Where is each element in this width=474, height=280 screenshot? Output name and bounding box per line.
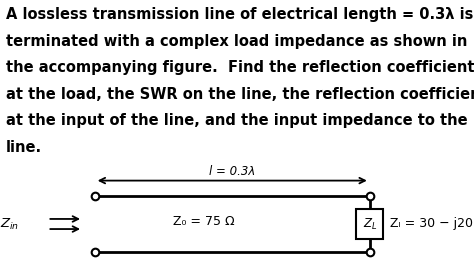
Text: at the input of the line, and the input impedance to the: at the input of the line, and the input …	[6, 113, 467, 129]
Bar	[356, 209, 383, 239]
Text: A lossless transmission line of electrical length = 0.3λ is: A lossless transmission line of electric…	[6, 7, 473, 22]
Text: terminated with a complex load impedance as shown in: terminated with a complex load impedance…	[6, 34, 467, 49]
Text: $Z_{in}$: $Z_{in}$	[0, 216, 19, 232]
Text: line.: line.	[6, 140, 42, 155]
Text: at the load, the SWR on the line, the reflection coefficient: at the load, the SWR on the line, the re…	[6, 87, 474, 102]
Text: Zₗ = 30 − j20 Ω: Zₗ = 30 − j20 Ω	[390, 218, 474, 230]
Text: l = 0.3λ: l = 0.3λ	[209, 165, 255, 178]
Text: $Z_L$: $Z_L$	[363, 216, 377, 232]
Text: Z₀ = 75 Ω: Z₀ = 75 Ω	[173, 215, 235, 228]
Text: the accompanying figure.  Find the reflection coefficient: the accompanying figure. Find the reflec…	[6, 60, 474, 75]
